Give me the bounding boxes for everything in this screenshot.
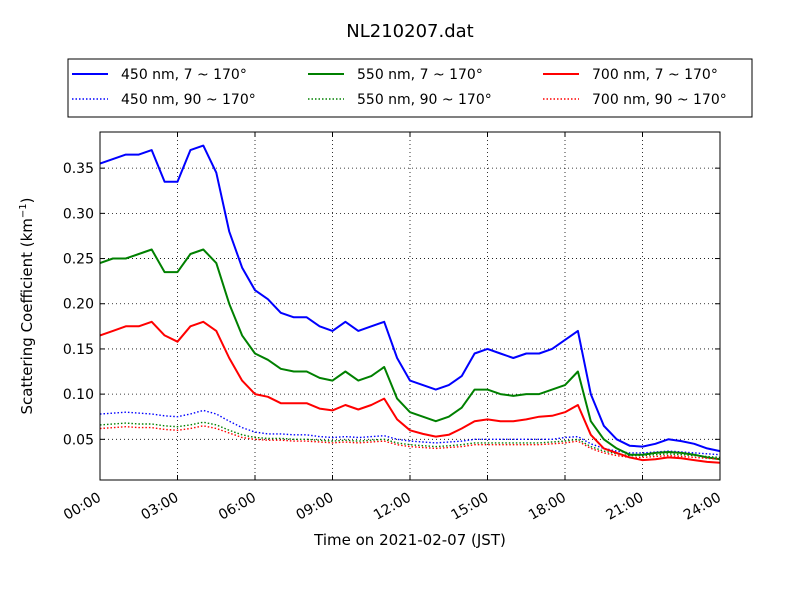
x-tick-label: 03:00 bbox=[139, 490, 182, 524]
legend-label-5: 700 nm, 90 ~ 170° bbox=[592, 92, 727, 108]
legend-label-4: 700 nm, 7 ~ 170° bbox=[592, 67, 718, 83]
legend-label-2: 550 nm, 7 ~ 170° bbox=[357, 67, 483, 83]
y-tick-label: 0.20 bbox=[63, 297, 94, 313]
y-tick-label: 0.15 bbox=[63, 342, 94, 358]
series-line-2 bbox=[99, 248, 721, 461]
x-tick-label: 06:00 bbox=[216, 490, 259, 524]
y-axis-label-close: ) bbox=[18, 197, 36, 203]
legend: 450 nm, 7 ~ 170° 450 nm, 90 ~ 170° 550 nm,… bbox=[67, 58, 753, 118]
chart-title: NL210207.dat bbox=[346, 21, 473, 42]
x-axis-label: Time on 2021-02-07 (JST) bbox=[313, 531, 506, 549]
y-axis-label: Scattering Coefficient (km−1) bbox=[18, 197, 36, 414]
legend-label-3: 550 nm, 90 ~ 170° bbox=[357, 92, 492, 108]
y-tick-label: 0.10 bbox=[63, 387, 94, 403]
x-tick-label: 00:00 bbox=[61, 490, 104, 524]
x-tick-label: 15:00 bbox=[449, 490, 492, 524]
y-axis-label-main: Scattering Coefficient (km bbox=[18, 218, 36, 414]
y-axis-label-exponent: −1 bbox=[18, 203, 29, 218]
series-line-4 bbox=[99, 320, 721, 464]
x-tick-label: 09:00 bbox=[294, 490, 337, 524]
x-tick-label: 18:00 bbox=[526, 490, 569, 524]
legend-box bbox=[67, 58, 753, 118]
x-tick-label: 24:00 bbox=[681, 490, 724, 524]
series-layer bbox=[99, 144, 721, 464]
y-tick-label: 0.05 bbox=[63, 432, 94, 448]
legend-label-0: 450 nm, 7 ~ 170° bbox=[121, 67, 247, 83]
y-tick-label: 0.35 bbox=[63, 161, 94, 177]
plot-area bbox=[100, 132, 720, 480]
y-tick-label: 0.25 bbox=[63, 252, 94, 268]
series-line-0 bbox=[99, 144, 721, 453]
x-tick-label: 21:00 bbox=[604, 490, 647, 524]
y-tick-label: 0.30 bbox=[63, 206, 94, 222]
legend-label-1: 450 nm, 90 ~ 170° bbox=[121, 92, 256, 108]
x-tick-label: 12:00 bbox=[371, 490, 414, 524]
